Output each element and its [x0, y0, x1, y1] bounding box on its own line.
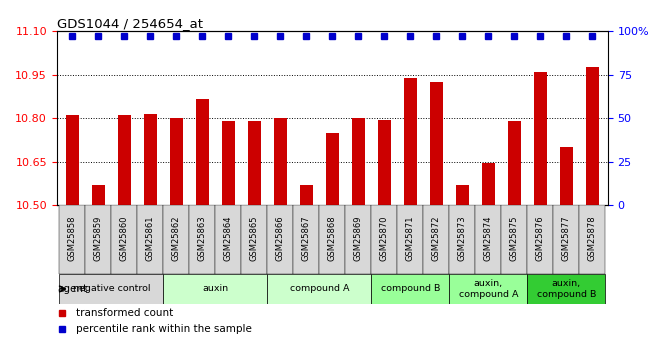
Text: GSM25862: GSM25862 [172, 216, 181, 261]
Bar [293, 205, 319, 274]
Text: auxin,
compound B: auxin, compound B [536, 279, 596, 299]
Bar [560, 147, 572, 205]
Text: GSM25878: GSM25878 [588, 216, 597, 261]
Text: GSM25859: GSM25859 [94, 216, 103, 261]
Text: percentile rank within the sample: percentile rank within the sample [76, 325, 252, 334]
Text: GSM25876: GSM25876 [536, 216, 545, 261]
Bar [430, 82, 443, 205]
Bar [118, 115, 131, 205]
Text: GSM25866: GSM25866 [276, 216, 285, 261]
Bar [241, 205, 267, 274]
Text: GSM25872: GSM25872 [432, 216, 441, 261]
Text: compound A: compound A [290, 284, 349, 294]
Bar [450, 274, 527, 304]
Bar [267, 274, 371, 304]
Bar [326, 133, 339, 205]
Bar [371, 205, 397, 274]
Bar [215, 205, 241, 274]
Text: compound B: compound B [381, 284, 440, 294]
Text: GSM25871: GSM25871 [406, 216, 415, 261]
Bar [112, 205, 138, 274]
Bar [424, 205, 450, 274]
Text: GSM25863: GSM25863 [198, 216, 207, 261]
Text: negative control: negative control [73, 284, 150, 294]
Bar [450, 205, 476, 274]
Bar [300, 185, 313, 205]
Bar [267, 205, 293, 274]
Bar [86, 205, 112, 274]
Bar [579, 205, 605, 274]
Bar [482, 163, 495, 205]
Bar [59, 274, 164, 304]
Text: GSM25873: GSM25873 [458, 216, 467, 261]
Bar [456, 185, 469, 205]
Bar [66, 115, 79, 205]
Text: GSM25877: GSM25877 [562, 216, 570, 261]
Text: GSM25861: GSM25861 [146, 216, 155, 261]
Text: GSM25864: GSM25864 [224, 216, 233, 261]
Text: auxin: auxin [202, 284, 228, 294]
Bar [164, 205, 189, 274]
Bar [170, 118, 183, 205]
Bar [222, 121, 235, 205]
Bar [476, 205, 501, 274]
Bar [527, 274, 605, 304]
Bar [196, 99, 209, 205]
Bar [138, 205, 164, 274]
Text: GDS1044 / 254654_at: GDS1044 / 254654_at [57, 17, 203, 30]
Bar [274, 118, 287, 205]
Text: GSM25868: GSM25868 [328, 216, 337, 261]
Text: GSM25875: GSM25875 [510, 216, 519, 261]
Text: GSM25870: GSM25870 [380, 216, 389, 261]
Bar [371, 274, 450, 304]
Bar [404, 78, 417, 205]
Bar [92, 185, 105, 205]
Bar [248, 121, 261, 205]
Bar [144, 114, 157, 205]
Bar [319, 205, 345, 274]
Bar [378, 120, 391, 205]
Bar [59, 205, 86, 274]
Bar [534, 72, 547, 205]
Bar [189, 205, 215, 274]
Text: agent: agent [57, 284, 88, 294]
Bar [501, 205, 527, 274]
Bar [397, 205, 424, 274]
Bar [345, 205, 371, 274]
Text: GSM25858: GSM25858 [68, 216, 77, 261]
Bar [352, 118, 365, 205]
Text: GSM25874: GSM25874 [484, 216, 493, 261]
Bar [527, 205, 553, 274]
Bar [164, 274, 267, 304]
Bar [508, 121, 521, 205]
Text: auxin,
compound A: auxin, compound A [458, 279, 518, 299]
Bar [586, 67, 599, 205]
Text: GSM25869: GSM25869 [354, 216, 363, 261]
Text: GSM25867: GSM25867 [302, 216, 311, 261]
Bar [553, 205, 579, 274]
Text: GSM25865: GSM25865 [250, 216, 259, 261]
Text: transformed count: transformed count [76, 308, 173, 318]
Text: GSM25860: GSM25860 [120, 216, 129, 261]
